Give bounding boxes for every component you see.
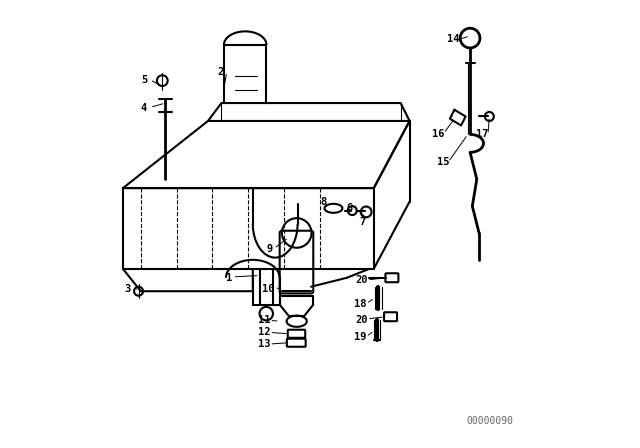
Text: 11: 11 (258, 315, 270, 325)
Text: 17: 17 (476, 129, 489, 139)
Text: 14: 14 (447, 34, 460, 44)
Text: 7: 7 (360, 217, 365, 227)
Text: 9: 9 (267, 244, 273, 254)
Text: 1: 1 (227, 273, 232, 283)
Text: 2: 2 (218, 67, 223, 77)
Text: 20: 20 (355, 275, 367, 285)
Text: 5: 5 (141, 75, 147, 85)
Text: 10: 10 (262, 284, 275, 294)
Text: 20: 20 (355, 315, 367, 325)
Text: 16: 16 (431, 129, 444, 138)
Text: 13: 13 (258, 339, 270, 349)
Text: 3: 3 (124, 284, 131, 294)
Text: 18: 18 (354, 299, 367, 309)
Text: 15: 15 (436, 157, 449, 167)
Text: 12: 12 (258, 327, 270, 337)
Text: 6: 6 (346, 203, 352, 213)
Text: 19: 19 (354, 332, 367, 342)
Text: 8: 8 (321, 198, 326, 207)
Text: 00000090: 00000090 (467, 416, 514, 426)
Text: 4: 4 (141, 103, 147, 112)
